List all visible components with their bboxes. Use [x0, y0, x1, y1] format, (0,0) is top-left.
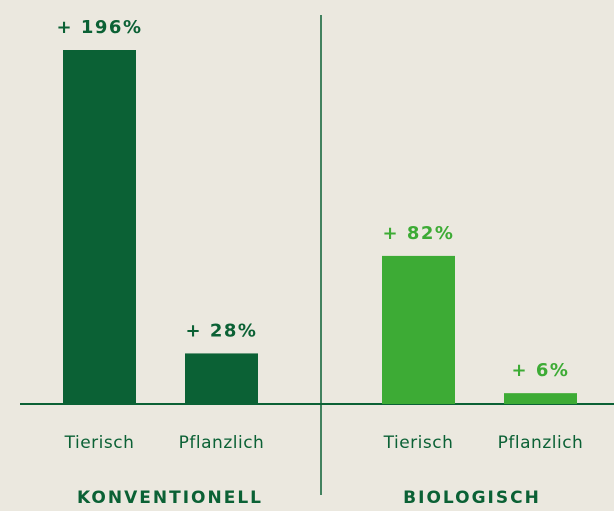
- value-label: + 196%: [57, 17, 143, 38]
- category-label: Pflanzlich: [179, 433, 265, 453]
- category-label: Tierisch: [64, 433, 135, 453]
- category-label: Tierisch: [383, 433, 454, 453]
- value-label: + 6%: [512, 360, 570, 381]
- value-label: + 82%: [383, 223, 455, 244]
- group-label: KONVENTIONELL: [77, 488, 263, 508]
- bar: [63, 50, 136, 404]
- group-label: BIOLOGISCH: [403, 488, 541, 508]
- category-label: Pflanzlich: [498, 433, 584, 453]
- bar: [504, 393, 577, 404]
- bar: [382, 255, 455, 404]
- bar: [185, 353, 258, 404]
- value-label: + 28%: [186, 320, 258, 341]
